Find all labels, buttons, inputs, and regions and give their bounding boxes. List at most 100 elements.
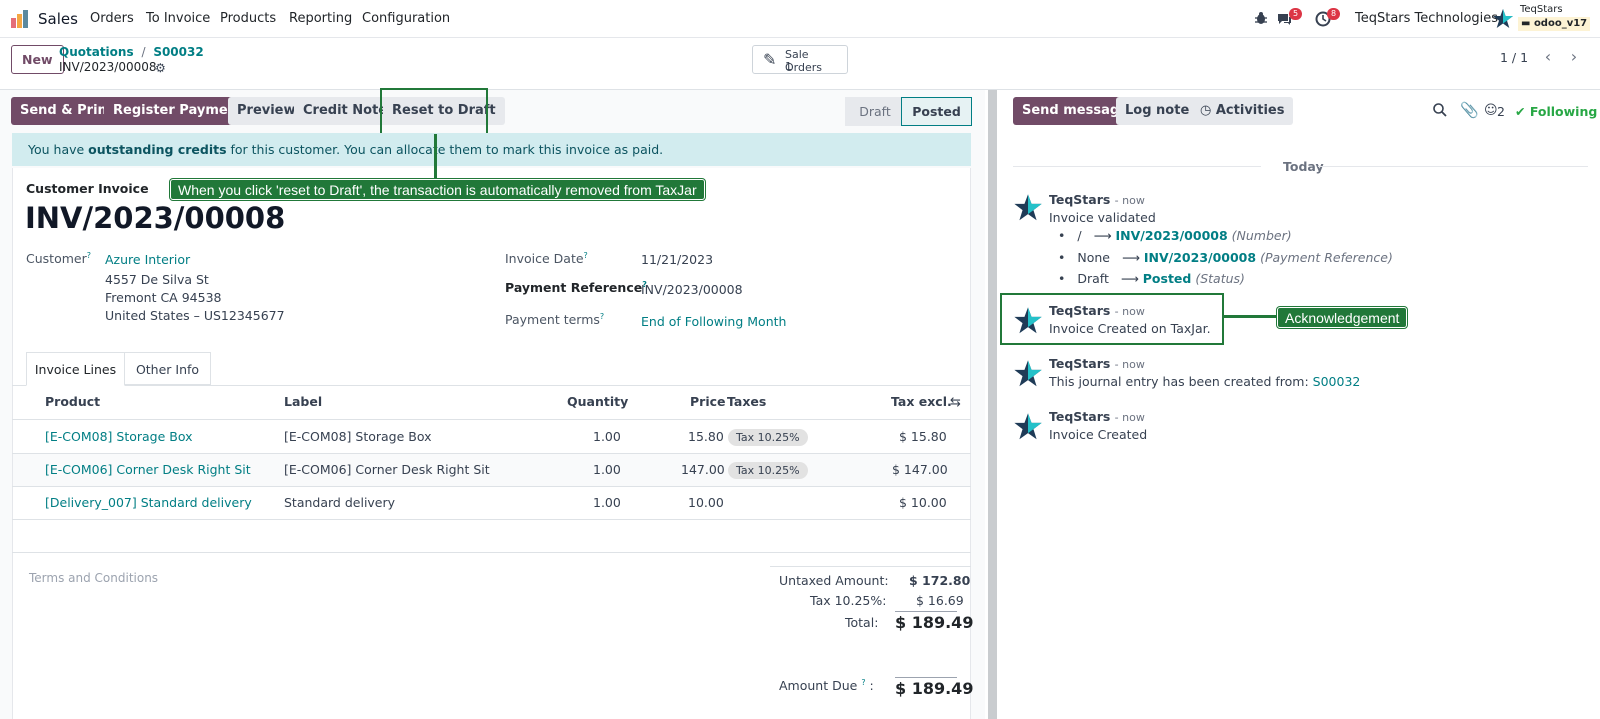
- db-badge: ▬ odoo_v17: [1518, 17, 1591, 31]
- message-time: - now: [1114, 194, 1145, 207]
- user-name[interactable]: TeqStars: [1520, 4, 1563, 15]
- banner-prefix: You have: [28, 142, 89, 157]
- col-quantity[interactable]: Quantity: [567, 394, 629, 409]
- help-icon[interactable]: ?: [86, 251, 91, 260]
- menu-configuration[interactable]: Configuration: [362, 11, 451, 26]
- pager-next-icon[interactable]: ›: [1570, 47, 1578, 66]
- customer-link[interactable]: Azure Interior: [105, 252, 191, 267]
- row2-product[interactable]: [E-COM06] Corner Desk Right Sit: [45, 462, 251, 477]
- date-separator-line-right: [1318, 166, 1588, 167]
- tax-label: Tax 10.25%:: [810, 593, 887, 608]
- breadcrumb-order[interactable]: S00032: [153, 45, 204, 59]
- terms-and-conditions-input[interactable]: Terms and Conditions: [29, 571, 159, 585]
- following-button[interactable]: ✔ Following: [1515, 104, 1597, 119]
- untaxed-label: Untaxed Amount:: [779, 573, 889, 588]
- row2-subtotal: $ 147.00: [892, 462, 948, 477]
- tax-amount: $ 16.69: [916, 593, 964, 608]
- log-note-button[interactable]: Log note: [1116, 97, 1199, 125]
- row2-price[interactable]: 147.00: [681, 462, 725, 477]
- total-label: Total:: [845, 615, 879, 630]
- menu-to-invoice[interactable]: To Invoice: [146, 11, 211, 26]
- payment-terms-value[interactable]: End of Following Month: [641, 314, 787, 329]
- row1-price[interactable]: 15.80: [688, 429, 724, 444]
- message-time: - now: [1114, 411, 1145, 424]
- author-avatar[interactable]: [1013, 412, 1043, 442]
- help-icon[interactable]: ?: [861, 678, 866, 687]
- row3-product[interactable]: [Delivery_007] Standard delivery: [45, 495, 252, 510]
- message-author[interactable]: TeqStars - now: [1049, 356, 1145, 371]
- reset-to-draft-button[interactable]: Reset to Draft: [383, 97, 505, 125]
- tracking-value: • Draft ⟶ Posted (Status): [1058, 271, 1245, 286]
- sale-orders-smart-button[interactable]: ✎ Sale Orders 1: [752, 45, 848, 74]
- payment-reference-value[interactable]: INV/2023/00008: [641, 282, 743, 297]
- breadcrumb-separator: /: [141, 45, 146, 59]
- invoice-number-title: INV/2023/00008: [25, 201, 286, 235]
- message-author[interactable]: TeqStars - now: [1049, 303, 1145, 318]
- col-product[interactable]: Product: [45, 394, 101, 409]
- help-icon[interactable]: ?: [599, 312, 605, 321]
- preview-button[interactable]: Preview: [228, 97, 305, 125]
- help-icon[interactable]: ?: [642, 280, 647, 289]
- row3-label[interactable]: Standard delivery: [284, 495, 396, 510]
- credit-note-button[interactable]: Credit Note: [294, 97, 397, 125]
- breadcrumb-quotations[interactable]: Quotations: [59, 45, 134, 59]
- statusbar: Draft Posted: [845, 97, 972, 126]
- invoice-date-value[interactable]: 11/21/2023: [641, 252, 714, 267]
- search-icon[interactable]: [1432, 102, 1448, 118]
- row2-label[interactable]: [E-COM06] Corner Desk Right Sit: [284, 462, 490, 477]
- user-avatar[interactable]: [1492, 8, 1514, 30]
- status-posted[interactable]: Posted: [901, 97, 972, 126]
- row2-quantity[interactable]: 1.00: [593, 462, 621, 477]
- company-switcher[interactable]: TeqStars Technologies: [1355, 11, 1499, 26]
- pager-value[interactable]: 1 / 1: [1500, 50, 1529, 65]
- row3-price[interactable]: 10.00: [688, 495, 724, 510]
- menu-products[interactable]: Products: [220, 11, 277, 26]
- row3-quantity[interactable]: 1.00: [593, 495, 621, 510]
- app-name[interactable]: Sales: [38, 10, 78, 28]
- tab-invoice-lines[interactable]: Invoice Lines: [26, 352, 125, 386]
- activities-label: Activities: [1215, 103, 1285, 118]
- send-print-button[interactable]: Send & Print: [11, 97, 122, 125]
- author-avatar[interactable]: [1013, 359, 1043, 389]
- paperclip-icon[interactable]: 📎: [1460, 101, 1479, 119]
- tab-other-info[interactable]: Other Info: [125, 352, 211, 385]
- row1-label[interactable]: [E-COM08] Storage Box: [284, 429, 432, 444]
- menu-orders[interactable]: Orders: [90, 11, 134, 26]
- followers-count[interactable]: 2: [1497, 104, 1505, 119]
- menu-reporting[interactable]: Reporting: [289, 11, 353, 26]
- bug-icon[interactable]: [1254, 11, 1268, 25]
- message-body: This journal entry has been created from…: [1049, 374, 1361, 389]
- new-button[interactable]: New: [11, 45, 64, 74]
- followers-icon[interactable]: ☺: [1484, 103, 1498, 118]
- row-divider: [12, 519, 971, 520]
- source-order-link[interactable]: S00032: [1312, 374, 1361, 389]
- gear-icon[interactable]: ⚙: [155, 61, 166, 75]
- author-avatar[interactable]: [1013, 306, 1043, 336]
- messaging-icon[interactable]: [1276, 11, 1292, 27]
- vertical-scrollbar[interactable]: [988, 90, 997, 719]
- activities-button[interactable]: ◷ Activities: [1191, 97, 1294, 125]
- col-label[interactable]: Label: [284, 394, 323, 409]
- apps-menu-icon[interactable]: [10, 9, 30, 29]
- help-icon[interactable]: ?: [583, 251, 588, 260]
- check-icon: ✔: [1515, 104, 1526, 119]
- col-tax-excl[interactable]: Tax excl.: [891, 394, 952, 409]
- clock-icon: ◷: [1200, 103, 1212, 118]
- row1-tax-badge[interactable]: Tax 10.25%: [728, 429, 808, 446]
- register-payment-button[interactable]: Register Payment: [104, 97, 253, 125]
- row1-product[interactable]: [E-COM08] Storage Box: [45, 429, 193, 444]
- message-author[interactable]: TeqStars - now: [1049, 192, 1145, 207]
- sheet: [12, 168, 971, 719]
- col-price[interactable]: Price: [690, 394, 726, 409]
- row1-subtotal: $ 15.80: [899, 429, 947, 444]
- total-divider: [895, 611, 957, 612]
- untaxed-amount: $ 172.80: [909, 573, 971, 588]
- optional-columns-icon[interactable]: ⇆: [950, 395, 961, 410]
- status-draft[interactable]: Draft: [845, 97, 905, 126]
- row1-quantity[interactable]: 1.00: [593, 429, 621, 444]
- author-avatar[interactable]: [1013, 193, 1043, 223]
- row2-tax-badge[interactable]: Tax 10.25%: [728, 462, 808, 479]
- message-author[interactable]: TeqStars - now: [1049, 409, 1145, 424]
- pager-prev-icon[interactable]: ‹: [1544, 47, 1552, 66]
- col-taxes[interactable]: Taxes: [727, 394, 767, 409]
